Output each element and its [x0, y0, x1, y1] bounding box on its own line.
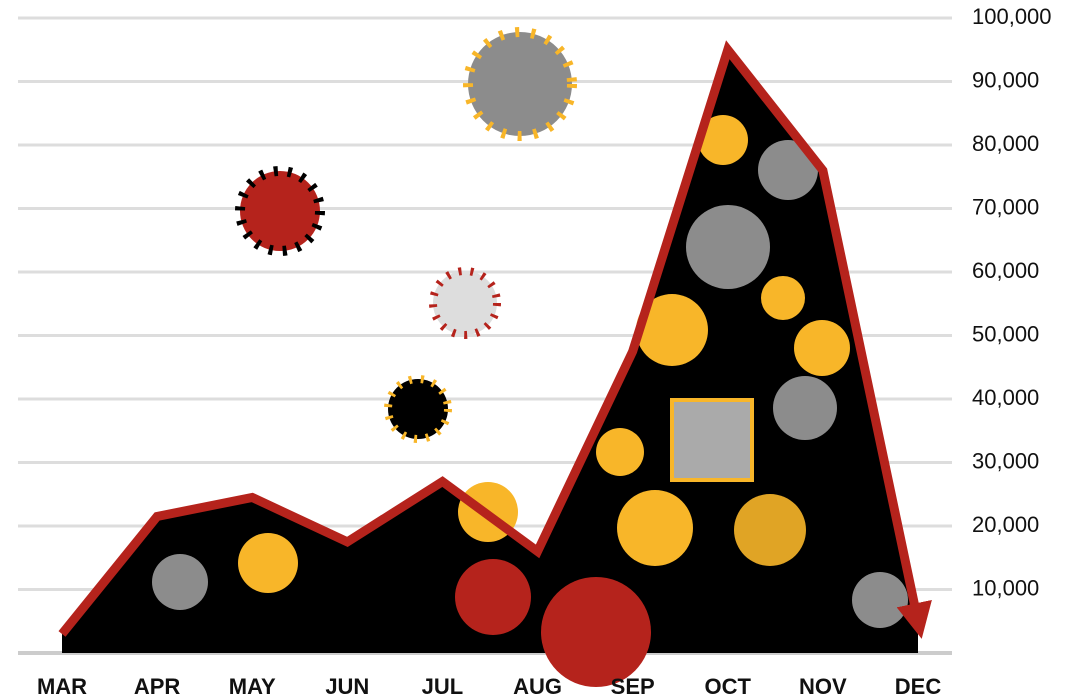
virus-decoration [761, 276, 805, 320]
x-tick-label: AUG [513, 674, 562, 698]
plot-area [62, 49, 918, 653]
y-tick-label: 70,000 [972, 194, 1039, 219]
virus-decoration [235, 166, 325, 256]
y-tick-label: 10,000 [972, 575, 1039, 600]
y-tick-label: 80,000 [972, 131, 1039, 156]
x-tick-label: SEP [611, 674, 655, 698]
y-tick-label: 100,000 [972, 4, 1052, 29]
x-tick-label: MAR [37, 674, 87, 698]
virus-decoration [758, 140, 818, 200]
y-tick-label: 50,000 [972, 321, 1039, 346]
y-tick-label: 30,000 [972, 448, 1039, 473]
virus-decoration [698, 115, 748, 165]
line-layer [58, 40, 932, 639]
x-tick-label: NOV [799, 674, 847, 698]
virus-decoration [686, 205, 770, 289]
x-tick-label: DEC [895, 674, 942, 698]
decorations [152, 27, 908, 687]
cube-decoration [670, 398, 754, 482]
x-tick-label: JUL [422, 674, 464, 698]
virus-decoration [617, 490, 693, 566]
virus-decoration [794, 320, 850, 376]
y-tick-label: 20,000 [972, 512, 1039, 537]
virus-decoration [238, 533, 298, 593]
virus-decoration [429, 267, 501, 339]
y-tick-label: 40,000 [972, 385, 1039, 410]
area [62, 49, 918, 653]
x-tick-label: JUN [325, 674, 369, 698]
virus-decoration [734, 494, 806, 566]
virus-decoration [152, 554, 208, 610]
virus-decoration [773, 376, 837, 440]
x-tick-label: OCT [705, 674, 752, 698]
y-tick-label: 90,000 [972, 67, 1039, 92]
virus-decoration [852, 572, 908, 628]
virus-decoration [541, 577, 651, 687]
virus-decoration [596, 428, 644, 476]
virus-decoration [463, 27, 577, 141]
line [58, 40, 932, 639]
x-tick-label: APR [134, 674, 181, 698]
virus-decoration [636, 294, 708, 366]
virus-decoration [455, 559, 531, 635]
labels: 10,000 20,000 30,000 40,000 50,000 60,000 70,0… [37, 4, 1052, 698]
virus-decoration [384, 375, 452, 443]
y-tick-label: 60,000 [972, 258, 1039, 283]
x-tick-label: MAY [229, 674, 276, 698]
